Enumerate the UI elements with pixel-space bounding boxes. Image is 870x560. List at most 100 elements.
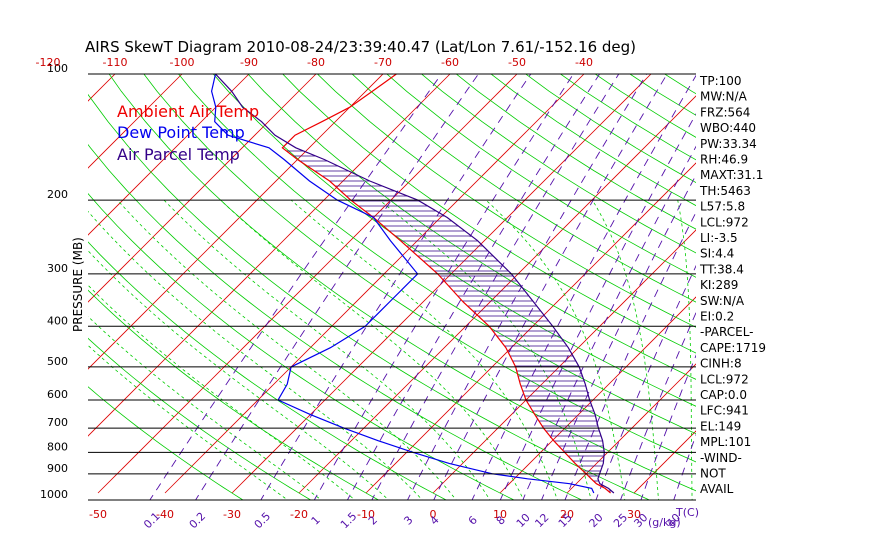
dry-adiabat-line xyxy=(247,74,696,380)
stat-label: -PARCEL- xyxy=(700,325,754,339)
bottom-temp-tick-label: 10 xyxy=(493,508,507,521)
bottom-temp-tick-label: -20 xyxy=(290,508,308,521)
stat-label: RH:46.9 xyxy=(700,153,748,167)
legend: Ambient Air Temp Dew Point Temp Air Parc… xyxy=(117,102,259,164)
isotherm-line xyxy=(88,74,250,236)
mixing-ratio-line xyxy=(673,433,696,500)
top-temp-tick-label: -100 xyxy=(170,56,195,69)
mixing-ratio-line xyxy=(260,74,532,500)
series-layer xyxy=(210,74,615,494)
top-temp-tick-label: -80 xyxy=(307,56,325,69)
stat-label: LI:-3.5 xyxy=(700,231,738,245)
bottom-temp-tick-label: -10 xyxy=(357,508,375,521)
moist-adiabat-line xyxy=(88,284,356,500)
dry-adiabat-line xyxy=(351,74,696,303)
mixing-ratio-tick-label: 20 xyxy=(587,511,606,530)
moist-adiabat-line xyxy=(88,344,289,500)
bottom-temp-tick-label: -40 xyxy=(156,508,174,521)
pressure-tick-label: 500 xyxy=(47,355,68,368)
moist-adiabat-line xyxy=(117,199,457,500)
mixing-ratio-tick-label: 12 xyxy=(532,511,551,530)
pressure-tick-label: 900 xyxy=(47,462,68,475)
moist-adiabat-line xyxy=(485,199,626,500)
dry-adiabat-line xyxy=(455,74,696,230)
isotherm-line xyxy=(88,74,317,303)
isotherm-line xyxy=(97,74,518,494)
isotherm-line xyxy=(768,74,870,493)
top-temp-tick-label: -70 xyxy=(374,56,392,69)
pressure-tick-label: 700 xyxy=(47,416,68,429)
ambient-temp-line xyxy=(281,74,611,494)
mixing-ratio-tick-label: 4 xyxy=(428,513,442,527)
stat-label: EL:149 xyxy=(700,419,741,433)
mixing-ratio-line xyxy=(433,74,668,500)
stat-label: LCL:972 xyxy=(700,215,749,229)
moist-adiabat-line xyxy=(88,250,390,500)
stat-label: CINH:8 xyxy=(700,357,742,371)
dry-adiabat-line xyxy=(420,74,696,254)
mixing-ratio-units: (g/kg) xyxy=(648,516,681,529)
dry-adiabat-line xyxy=(88,386,244,500)
legend-ambient: Ambient Air Temp xyxy=(117,102,259,121)
bottom-temp-tick-label: 0 xyxy=(430,508,437,521)
mixing-ratio-tick-label: 0.5 xyxy=(252,510,274,532)
mixing-ratio-tick-label: 1 xyxy=(309,513,323,527)
top-temp-tick-label: -50 xyxy=(508,56,526,69)
mixing-ratio-line xyxy=(595,264,696,500)
pressure-tick-label: 400 xyxy=(47,314,68,327)
x-axis-label: T(C) xyxy=(675,506,699,519)
isotherm-line xyxy=(365,162,696,494)
stat-label: L57:5.8 xyxy=(700,200,745,214)
pressure-tick-label: 200 xyxy=(47,188,68,201)
dry-adiabat-line xyxy=(386,74,696,278)
mixing-ratio-line xyxy=(499,113,696,500)
mixing-ratio-line xyxy=(640,354,696,500)
moist-adiabat-line xyxy=(163,199,491,500)
mixing-ratio-tick-label: 10 xyxy=(514,511,533,530)
mixing-ratio-line xyxy=(541,174,696,500)
stat-label: TP:100 xyxy=(699,74,742,88)
isobar-layer: 100 200 300 400 500 600 700 800 900 1000 xyxy=(40,62,696,501)
dry-adiabat-line xyxy=(88,289,380,500)
mixing-ratio-line xyxy=(313,74,574,500)
stat-label: LFC:941 xyxy=(700,404,749,418)
top-temp-tick-label: -110 xyxy=(103,56,128,69)
stat-label: LCL:972 xyxy=(700,372,749,386)
stat-label: WBO:440 xyxy=(700,121,756,135)
mixing-ratio-line xyxy=(371,74,620,500)
mixing-ratio-line xyxy=(346,74,601,500)
moist-adiabat-line xyxy=(88,315,322,500)
legend-parcel: Air Parcel Temp xyxy=(117,145,240,164)
isotherm-line xyxy=(164,74,585,494)
dry-adiabat-line xyxy=(88,93,651,500)
dry-adiabat-line xyxy=(282,74,696,354)
pressure-tick-label: 1000 xyxy=(40,488,68,501)
mixing-ratio-line xyxy=(406,74,648,500)
stat-label: EI:0.2 xyxy=(700,310,734,324)
dry-adiabat-line xyxy=(108,74,696,492)
stat-label: TH:5463 xyxy=(699,184,751,198)
stat-label: -WIND- xyxy=(700,451,742,465)
moist-adiabat-line xyxy=(290,199,558,500)
dry-adiabat-line xyxy=(88,143,583,500)
moist-adiabat-line xyxy=(88,210,423,500)
isotherm-line xyxy=(566,363,696,494)
isotherm-line xyxy=(298,95,696,494)
moist-adiabat-line xyxy=(677,200,693,500)
isotherm-line xyxy=(88,74,451,437)
isotherm-line xyxy=(88,74,384,370)
pressure-tick-label: 100 xyxy=(47,62,68,75)
stat-label: AVAIL xyxy=(700,482,734,496)
stat-label: FRZ:564 xyxy=(700,105,750,119)
mixing-ratio-tick-label: 6 xyxy=(466,513,480,527)
bottom-temp-tick-label: -50 xyxy=(89,508,107,521)
dry-adiabat-line xyxy=(212,74,696,407)
stat-label: MPL:101 xyxy=(700,435,751,449)
top-temp-tick-label: -120 xyxy=(36,56,61,69)
stat-label: CAPE:1719 xyxy=(700,341,766,355)
stat-label: PW:33.34 xyxy=(700,137,757,151)
mixing-ratio-tick-label: 0.2 xyxy=(187,510,209,532)
dry-adiabat-line xyxy=(88,241,448,500)
